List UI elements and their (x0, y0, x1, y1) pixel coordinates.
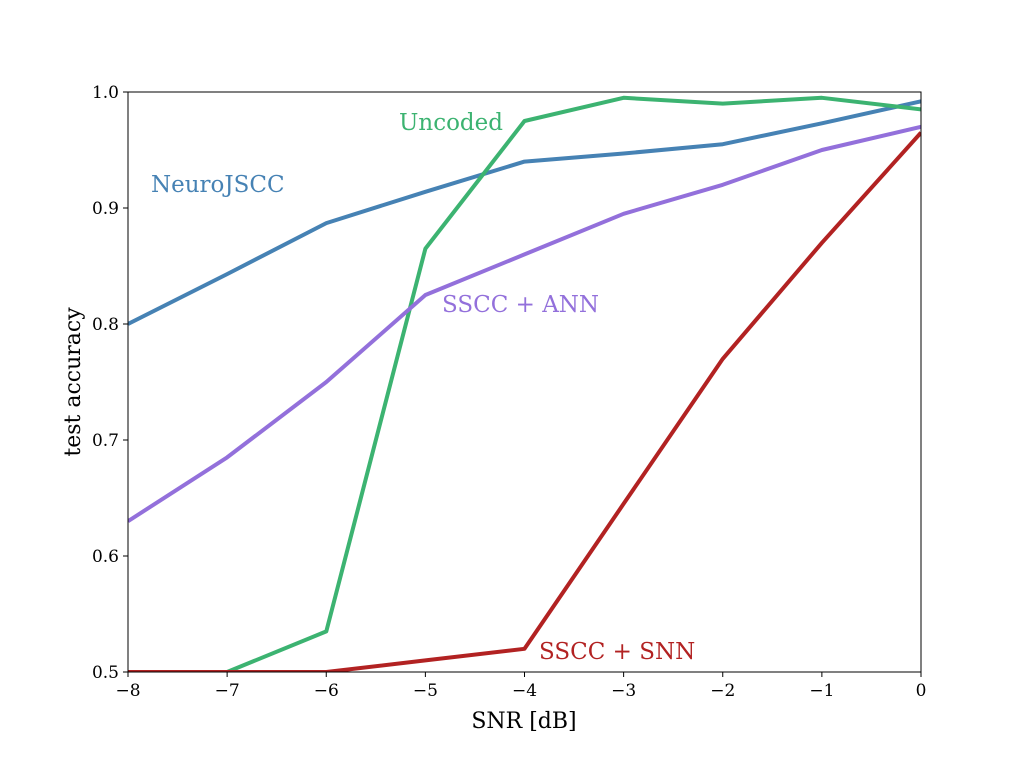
x-tick-label: −4 (512, 681, 537, 701)
series-label-sscc-snn: SSCC + SNN (539, 639, 695, 665)
y-tick-label: 0.9 (92, 199, 119, 219)
y-tick-label: 0.6 (92, 547, 119, 567)
y-tick-label: 1.0 (92, 83, 119, 103)
series-line-uncoded (192, 95, 921, 672)
x-axis-ticks: −8 −7 −6 −5 −4 −3 −2 −1 0 (115, 672, 926, 701)
x-tick-label: −3 (611, 681, 636, 701)
x-tick-label: −7 (215, 681, 240, 701)
y-tick-label: 0.8 (92, 315, 119, 335)
x-tick-label: −8 (115, 681, 140, 701)
x-tick-label: −5 (413, 681, 438, 701)
series-label-neurojscc: NeuroJSCC (151, 172, 285, 198)
y-tick-label: 0.7 (92, 431, 119, 451)
y-axis-ticks: 0.5 0.6 0.7 0.8 0.9 1.0 (92, 83, 128, 683)
series-line-sscc-snn (128, 131, 921, 672)
series-label-uncoded: Uncoded (399, 110, 503, 136)
series-line-neurojscc (128, 99, 921, 326)
series-label-sscc-ann: SSCC + ANN (442, 292, 599, 318)
y-tick-label: 0.5 (92, 663, 119, 683)
x-tick-label: −6 (314, 681, 339, 701)
x-tick-label: 0 (916, 681, 927, 701)
series-layer (128, 95, 921, 672)
x-tick-label: −1 (809, 681, 834, 701)
y-axis-title: test accuracy (61, 307, 86, 457)
series-line-sscc-ann (128, 124, 921, 523)
series-labels: NeuroJSCC Uncoded SSCC + ANN SSCC + SNN (151, 110, 695, 665)
x-tick-label: −2 (710, 681, 735, 701)
x-axis-title: SNR [dB] (471, 709, 576, 734)
